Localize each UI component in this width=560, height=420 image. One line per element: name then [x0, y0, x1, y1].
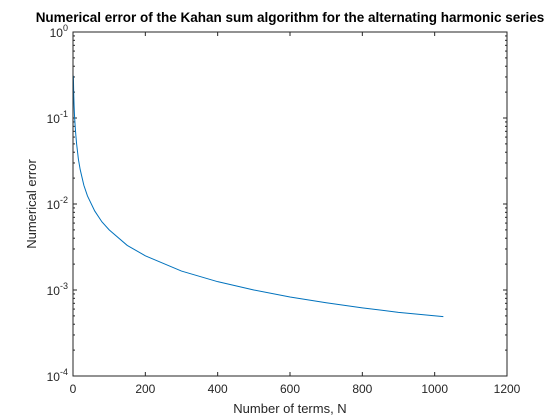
x-tick-label: 0 — [70, 382, 77, 396]
y-tick-label: 10-1 — [47, 109, 68, 126]
x-tick-label: 1000 — [421, 382, 448, 396]
axes-box — [72, 31, 508, 377]
plot-area — [73, 32, 507, 376]
series-line — [72, 75, 444, 318]
y-tick-label: 10-4 — [47, 367, 68, 384]
y-tick-label: 100 — [50, 23, 68, 40]
x-tick-label: 1200 — [494, 382, 521, 396]
x-axis-label: Number of terms, N — [233, 401, 346, 416]
y-tick-label: 10-2 — [47, 195, 68, 212]
x-tick-label: 200 — [135, 382, 155, 396]
x-tick-label: 400 — [208, 382, 228, 396]
y-tick-label: 10-3 — [47, 281, 68, 298]
x-tick-label: 600 — [280, 382, 300, 396]
y-axis-label: Numerical error — [24, 159, 39, 249]
x-tick-label: 800 — [352, 382, 372, 396]
chart-title: Numerical error of the Kahan sum algorit… — [36, 10, 545, 25]
